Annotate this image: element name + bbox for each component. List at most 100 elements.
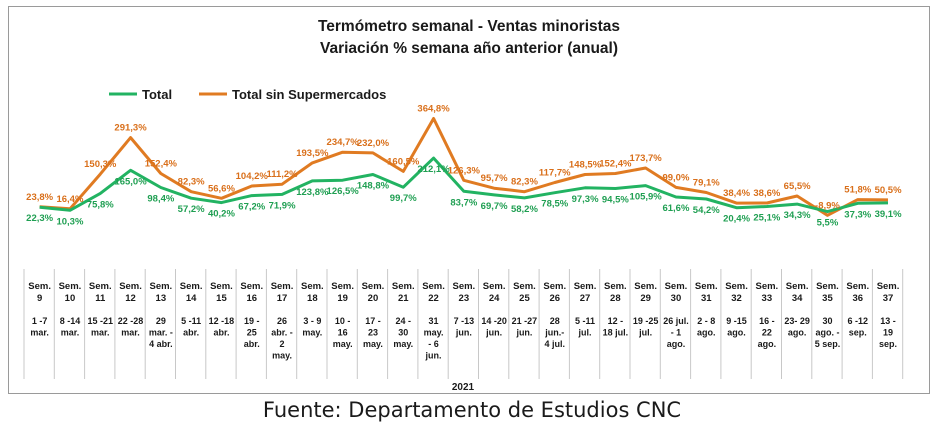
data-label-total: 37,3% [844, 209, 871, 220]
week-label: 19 [337, 293, 348, 304]
date-label: jun. [455, 328, 472, 338]
data-label-sin-super: 160,5% [387, 156, 420, 167]
data-label-total: 99,7% [390, 193, 417, 204]
date-label: 16 - [759, 316, 775, 326]
date-label: abr. [244, 339, 260, 349]
data-label-sin-super: 234,7% [327, 137, 360, 148]
data-label-sin-super: 95,7% [481, 173, 508, 184]
data-label-sin-super: 148,5% [569, 160, 602, 171]
date-label: 2 - 8 [697, 316, 715, 326]
legend-label-sin-super: Total sin Supermercados [232, 87, 386, 102]
chart-title: Termómetro semanal - Ventas minoristas [318, 18, 620, 35]
data-label-sin-super: 82,3% [178, 177, 205, 188]
week-label: Sem. [513, 281, 536, 292]
date-label: abr. [183, 328, 199, 338]
week-label: 25 [519, 293, 530, 304]
source-note: Fuente: Departamento de Estudios CNC [262, 398, 682, 422]
data-label-total: 40,2% [208, 209, 235, 220]
data-label-total: 57,2% [178, 204, 205, 215]
data-label-sin-super: 38,4% [723, 188, 750, 199]
data-label-total: 5,5% [817, 218, 839, 229]
week-label: 31 [701, 293, 712, 304]
chart-svg: Termómetro semanal - Ventas minoristas V… [23, 18, 904, 393]
chart-subtitle: Variación % semana año anterior (anual) [320, 40, 618, 57]
week-label: 11 [95, 293, 106, 304]
data-label-total: 126,5% [327, 186, 360, 197]
date-label: 30 [398, 328, 408, 338]
date-label: 5 sep. [815, 339, 841, 349]
week-label: 35 [822, 293, 833, 304]
date-label: 24 - [395, 316, 411, 326]
date-label: 2 [280, 339, 285, 349]
week-label: Sem. [543, 281, 566, 292]
data-label-sin-super: 111,2% [266, 169, 298, 180]
data-label-total: 123,8% [296, 187, 329, 198]
date-label: 22 [762, 328, 772, 338]
date-label: jun.- [544, 328, 564, 338]
date-label: mar. [61, 328, 80, 338]
week-label: 22 [428, 293, 439, 304]
data-label-total: 71,9% [269, 200, 296, 211]
week-label: 10 [65, 293, 76, 304]
week-label: Sem. [452, 281, 475, 292]
data-label-sin-super: 99,0% [662, 172, 689, 183]
legend-label-total: Total [142, 87, 172, 102]
data-label-total: 67,2% [238, 202, 265, 213]
week-label: 36 [852, 293, 863, 304]
data-label-total: 94,5% [602, 195, 629, 206]
chart-frame: Termómetro semanal - Ventas minoristas V… [8, 6, 930, 394]
week-label: 15 [216, 293, 227, 304]
date-label: 23- 29 [784, 316, 810, 326]
data-label-total: 61,6% [662, 203, 689, 214]
data-label-total: 69,7% [481, 201, 508, 212]
data-label-total: 105,9% [630, 192, 663, 203]
date-label: 12 - [608, 316, 624, 326]
data-label-sin-super: 38,6% [753, 188, 780, 199]
data-label-total: 98,4% [147, 194, 174, 205]
week-label: Sem. [180, 281, 203, 292]
week-label: 30 [671, 293, 682, 304]
date-label: 14 -20 [481, 316, 507, 326]
week-label: Sem. [392, 281, 415, 292]
data-label-sin-super: -8,9% [815, 200, 840, 211]
date-label: ago. [788, 328, 807, 338]
date-label: 29 [156, 316, 166, 326]
week-label: Sem. [755, 281, 778, 292]
date-label: 23 [368, 328, 378, 338]
week-label: Sem. [665, 281, 688, 292]
data-label-sin-super: 56,6% [208, 183, 235, 194]
date-label: may. [333, 339, 353, 349]
week-label: Sem. [119, 281, 142, 292]
date-label: 3 - 9 [303, 316, 321, 326]
date-label: - 1 [671, 328, 682, 338]
week-label: 13 [156, 293, 167, 304]
data-label-total: 78,5% [541, 199, 568, 210]
data-label-sin-super: 126,3% [448, 165, 481, 176]
week-label: Sem. [59, 281, 82, 292]
date-label: mar. - [149, 328, 173, 338]
date-label: 16 [338, 328, 348, 338]
week-label: 34 [792, 293, 803, 304]
data-label-total: 148,8% [357, 180, 390, 191]
week-label: 33 [762, 293, 773, 304]
date-label: jul. [578, 328, 592, 338]
data-label-total: 165,0% [114, 176, 147, 187]
date-label: mar. [121, 328, 140, 338]
date-label: sep. [879, 339, 897, 349]
data-label-sin-super: 65,5% [784, 181, 811, 192]
week-label: 26 [549, 293, 560, 304]
date-label: 9 -15 [726, 316, 747, 326]
date-label: jul. [638, 328, 652, 338]
data-label-sin-super: 291,3% [114, 123, 147, 134]
date-label: 19 [883, 328, 893, 338]
date-label: 28 [550, 316, 560, 326]
week-label: 21 [398, 293, 409, 304]
week-label: 32 [731, 293, 742, 304]
date-label: 26 jul. [663, 316, 689, 326]
date-label: 5 -11 [575, 316, 595, 326]
week-label: Sem. [725, 281, 748, 292]
data-label-total: 20,4% [723, 214, 750, 225]
data-label-sin-super: 150,3% [84, 159, 117, 170]
data-label-total: 34,3% [784, 210, 811, 221]
